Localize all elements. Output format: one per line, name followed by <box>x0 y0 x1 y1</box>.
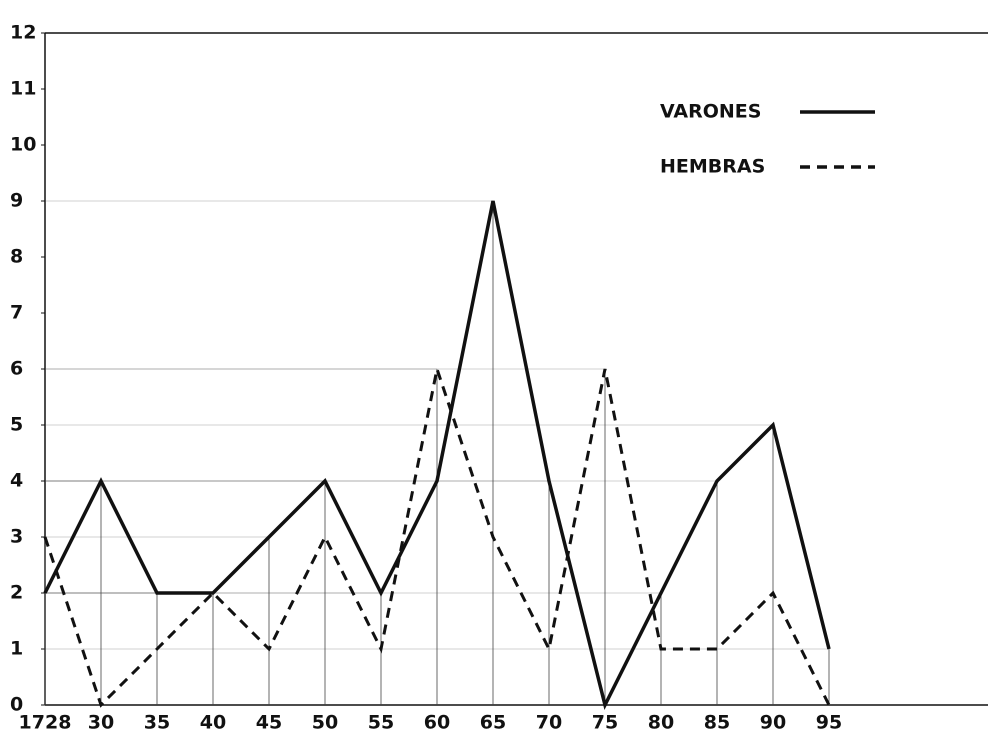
x-tick-label: 35 <box>144 712 170 734</box>
x-tick-label: 40 <box>200 712 226 734</box>
y-tick-label: 0 <box>10 694 23 716</box>
y-tick-label: 5 <box>10 414 23 436</box>
y-tick-label: 2 <box>10 582 23 604</box>
y-tick-label: 12 <box>10 22 36 44</box>
legend-label: HEMBRAS <box>660 156 765 178</box>
y-tick-label: 9 <box>10 190 23 212</box>
x-tick-label: 75 <box>592 712 618 734</box>
x-tick-label: 60 <box>424 712 450 734</box>
x-tick-label: 70 <box>536 712 562 734</box>
y-tick-label: 1 <box>10 638 23 660</box>
x-tick-label: 90 <box>760 712 786 734</box>
legend-label: VARONES <box>660 101 761 123</box>
y-tick-label: 8 <box>10 246 23 268</box>
y-tick-label: 10 <box>10 134 36 156</box>
x-tick-label: 55 <box>368 712 394 734</box>
x-tick-label: 95 <box>816 712 842 734</box>
y-tick-label: 3 <box>10 526 23 548</box>
x-tick-label: 80 <box>648 712 674 734</box>
y-tick-label: 11 <box>10 78 36 100</box>
x-tick-label: 1728 <box>19 712 72 734</box>
x-tick-label: 85 <box>704 712 730 734</box>
x-tick-label: 45 <box>256 712 282 734</box>
x-tick-label: 65 <box>480 712 506 734</box>
y-tick-label: 4 <box>10 470 23 492</box>
y-tick-label: 7 <box>10 302 23 324</box>
x-tick-label: 50 <box>312 712 338 734</box>
series-line <box>43 363 831 708</box>
x-tick-label: 30 <box>88 712 114 734</box>
y-tick-label: 6 <box>10 358 23 380</box>
series-line <box>43 200 831 711</box>
